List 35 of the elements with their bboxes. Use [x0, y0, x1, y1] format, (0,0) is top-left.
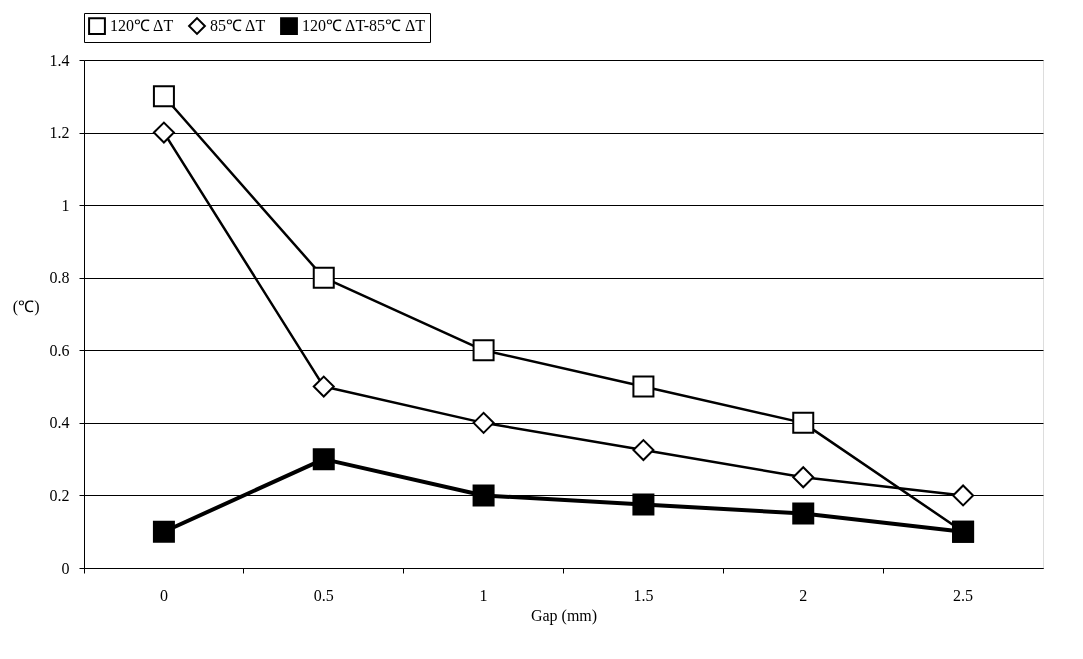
- point: [312, 448, 335, 471]
- point: [632, 493, 655, 516]
- x-axis-title: Gap (mm): [530, 606, 598, 625]
- point: [792, 466, 815, 489]
- y-tick-label: 1.2: [49, 124, 70, 142]
- point: [152, 121, 175, 144]
- point: [472, 411, 495, 434]
- y-tick-label: 1.4: [49, 51, 70, 69]
- point: [152, 85, 175, 108]
- point: [152, 520, 175, 543]
- legend-label: 120℃ ΔT: [110, 17, 174, 35]
- x-tick-label: 1: [479, 586, 488, 604]
- point: [952, 484, 975, 507]
- x-tick-label: 2: [799, 586, 808, 604]
- point: [312, 375, 335, 398]
- y-tick-label: 1: [61, 196, 70, 214]
- x-tick-label: 0.5: [313, 586, 334, 604]
- point: [312, 266, 335, 289]
- point: [792, 502, 815, 525]
- y-tick-label: 0.8: [49, 269, 70, 287]
- y-tick-label: 0.6: [49, 341, 70, 359]
- y-tick-label: 0.2: [49, 486, 70, 504]
- point: [632, 439, 655, 462]
- legend-label: 120℃ ΔT-85℃ ΔT: [302, 17, 426, 35]
- point: [792, 411, 815, 434]
- x-tick-label: 0: [159, 586, 168, 604]
- y-tick-label: 0: [61, 559, 70, 577]
- x-tick-label: 2.5: [953, 586, 974, 604]
- y-axis-title: (℃): [12, 297, 40, 316]
- y-tick-label: 0.4: [49, 414, 70, 432]
- point: [472, 484, 495, 507]
- legend-label: 85℃ ΔT: [210, 17, 266, 35]
- point: [472, 339, 495, 362]
- point: [632, 375, 655, 398]
- x-tick-label: 1.5: [633, 586, 654, 604]
